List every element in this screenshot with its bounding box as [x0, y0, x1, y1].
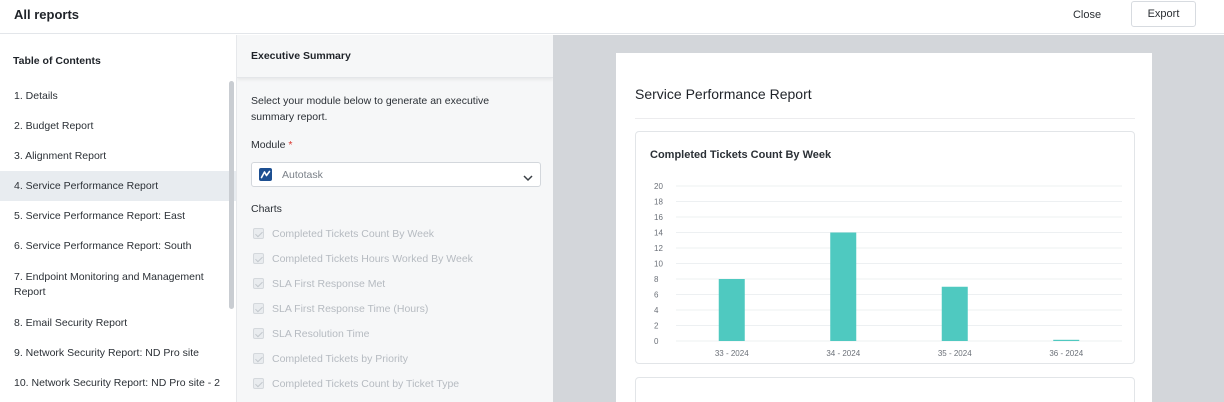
bar[interactable]: [1053, 339, 1080, 341]
exec-summary-heading: Executive Summary: [251, 50, 351, 62]
chart-option[interactable]: SLA First Response Time (Hours): [253, 296, 473, 321]
toc-item[interactable]: 9. Network Security Report: ND Pro site: [14, 346, 199, 359]
chart-option-checkbox[interactable]: [253, 253, 264, 264]
toc-heading: Table of Contents: [13, 55, 101, 67]
bar[interactable]: [830, 232, 857, 342]
chart-option[interactable]: Completed Tickets Count by Ticket Type: [253, 371, 473, 396]
chart-option-label: Completed Tickets Count by Ticket Type: [272, 377, 460, 390]
y-tick-label: 14: [654, 229, 663, 238]
toc-item[interactable]: 6. Service Performance Report: South: [14, 239, 192, 252]
y-tick-label: 18: [654, 198, 663, 207]
exec-summary-description: Select your module below to generate an …: [251, 95, 490, 123]
report-title: Service Performance Report: [635, 86, 812, 102]
module-select[interactable]: Autotask: [251, 162, 541, 187]
toc-list: 1. Details 2. Budget Report 3. Alignment R…: [0, 81, 236, 398]
next-chart-card: [635, 377, 1135, 402]
y-tick-label: 16: [654, 213, 663, 222]
executive-summary-panel: Executive Summary Select your module bel…: [237, 35, 553, 402]
chart-option-checkbox[interactable]: [253, 228, 264, 239]
chart-option-checkbox[interactable]: [253, 378, 264, 389]
x-tick-label: 36 - 2024: [1049, 349, 1083, 358]
chart-option[interactable]: SLA First Response Met: [253, 271, 473, 296]
module-select-value: Autotask: [282, 169, 323, 181]
chart-option[interactable]: Completed Tickets Count By Week: [253, 221, 473, 246]
x-tick-label: 33 - 2024: [715, 349, 749, 358]
page-title: All reports: [14, 7, 80, 22]
chart-options-list: Completed Tickets Count By Week Completed…: [253, 221, 473, 396]
toc-item[interactable]: 3. Alignment Report: [14, 149, 107, 162]
chart-option-label: SLA First Response Time (Hours): [272, 302, 429, 315]
bar[interactable]: [941, 286, 968, 341]
chart-title: Completed Tickets Count By Week: [650, 149, 832, 161]
required-mark: *: [288, 139, 293, 151]
bar[interactable]: [718, 279, 745, 341]
exec-summary-header: Executive Summary: [237, 35, 553, 78]
toc-item[interactable]: 10. Network Security Report: ND Pro site…: [14, 376, 220, 389]
autotask-logo-icon: [259, 168, 272, 181]
chart-option-checkbox[interactable]: [253, 328, 264, 339]
toc-item[interactable]: 4. Service Performance Report: [0, 171, 236, 201]
chart-option-checkbox[interactable]: [253, 278, 264, 289]
y-tick-label: 20: [654, 182, 663, 191]
x-tick-label: 35 - 2024: [938, 349, 972, 358]
module-label: Module *: [251, 139, 292, 151]
chart-option-checkbox[interactable]: [253, 303, 264, 314]
report-page: Service Performance Report Completed Tic…: [616, 53, 1152, 402]
close-button[interactable]: Close: [1059, 3, 1115, 27]
chart-option-label: SLA Resolution Time: [272, 327, 370, 340]
toc-item[interactable]: 2. Budget Report: [14, 119, 94, 132]
chart-option-checkbox[interactable]: [253, 353, 264, 364]
chart-card: Completed Tickets Count By Week 0 2 4 6 8 10 1…: [635, 131, 1135, 364]
toc-item[interactable]: 5. Service Performance Report: East: [14, 209, 185, 222]
toc-item[interactable]: 8. Email Security Report: [14, 316, 128, 329]
toc-item[interactable]: 1. Details: [14, 89, 58, 102]
top-bar: All reports Close Export: [0, 0, 1224, 34]
x-tick-label: 34 - 2024: [826, 349, 860, 358]
table-of-contents-panel: Table of Contents 1. Details 2. Budget Re…: [0, 35, 237, 402]
y-tick-label: 4: [654, 306, 659, 315]
report-title-divider: [635, 118, 1135, 119]
chart-option-label: Completed Tickets Hours Worked By Week: [272, 252, 473, 265]
chart-option[interactable]: Completed Tickets by Priority: [253, 346, 473, 371]
y-tick-label: 10: [654, 260, 663, 269]
chart-option[interactable]: SLA Resolution Time: [253, 321, 473, 346]
chart-option-label: Completed Tickets Count By Week: [272, 227, 435, 240]
chevron-down-icon: [522, 170, 534, 188]
chart-option-label: SLA First Response Met: [272, 277, 386, 290]
y-tick-label: 0: [654, 337, 659, 346]
chart-option-label: Completed Tickets by Priority: [272, 352, 408, 365]
y-tick-label: 8: [654, 275, 659, 284]
module-label-text: Module: [251, 139, 286, 151]
export-button[interactable]: Export: [1131, 1, 1196, 27]
y-tick-label: 2: [654, 322, 659, 331]
charts-label: Charts: [251, 203, 282, 215]
chart-option[interactable]: Completed Tickets Hours Worked By Week: [253, 246, 473, 271]
y-tick-label: 12: [654, 244, 663, 253]
toc-item[interactable]: 7. Endpoint Monitoring and Management Re…: [14, 270, 204, 298]
y-tick-label: 6: [654, 291, 659, 300]
toc-scrollbar[interactable]: [229, 81, 234, 309]
report-preview-area: Service Performance Report Completed Tic…: [553, 35, 1224, 402]
bar-chart: 0 2 4 6 8 10 12 14 16 18 20 33 - 2024 34 - 2024 35 - …: [654, 182, 1122, 358]
